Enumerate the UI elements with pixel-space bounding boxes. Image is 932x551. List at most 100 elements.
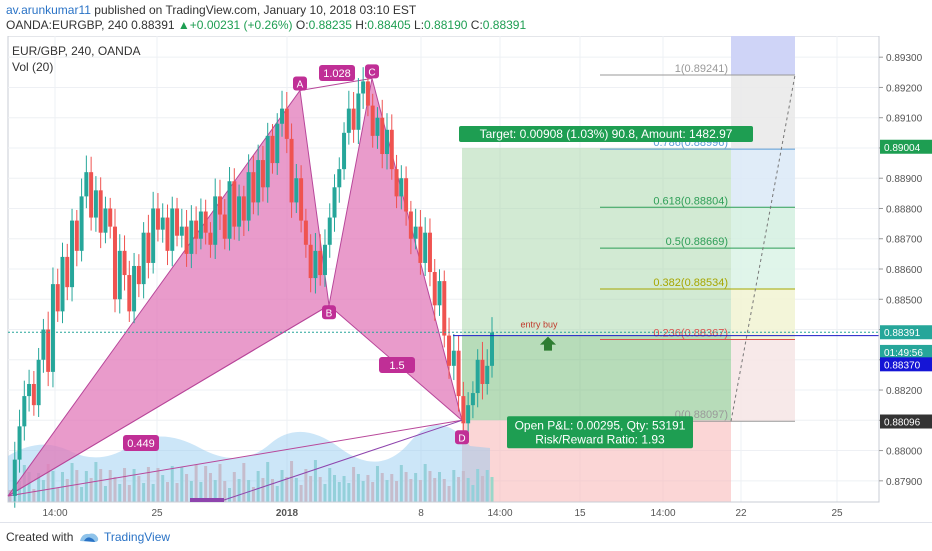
fib-band <box>731 36 795 76</box>
time-tick-label: 22 <box>735 508 747 519</box>
price-tick-label: 0.89300 <box>886 53 923 64</box>
volume-bar <box>266 462 270 502</box>
candle-body <box>237 196 242 227</box>
candle-body <box>103 208 108 233</box>
fib-band <box>731 248 795 289</box>
volume-bar <box>294 478 298 502</box>
price-tag <box>880 414 932 429</box>
candle-body <box>303 220 308 245</box>
candle-body <box>284 108 289 139</box>
low-value: 0.88190 <box>424 18 468 32</box>
time-tick-label: 14:00 <box>650 508 675 519</box>
volume-bar <box>99 469 103 502</box>
price-tag <box>880 139 932 154</box>
harmonic-ratio-label: 1.5 <box>389 360 404 372</box>
volume-bar <box>237 479 241 502</box>
candle-body <box>184 226 189 254</box>
volume-bar <box>232 472 236 502</box>
open-label: O: <box>295 18 309 32</box>
volume-bar <box>70 463 74 502</box>
volume-bar <box>318 477 322 502</box>
candle-body <box>456 350 461 397</box>
tradingview-brand[interactable]: TradingView <box>104 530 171 544</box>
chart-header: av.arunkumar11 published on TradingView.… <box>0 0 932 36</box>
ohlc-line: OANDA:EURGBP, 240 0.88391 ▲+0.00231 (+0.… <box>6 18 526 32</box>
volume-bars <box>8 460 494 502</box>
candle-body <box>60 256 65 312</box>
open-value: 0.88235 <box>308 18 352 32</box>
candle-body <box>356 93 361 130</box>
candle-body <box>160 217 165 230</box>
candle-body <box>213 196 218 245</box>
volume-bar <box>323 484 327 502</box>
candle-body <box>17 426 22 460</box>
volume-bar <box>333 475 337 502</box>
candle-body <box>189 220 194 254</box>
price-tag-label: 0.89004 <box>884 143 921 154</box>
candle-body <box>351 108 356 130</box>
candle-body <box>241 196 246 221</box>
volume-bar <box>409 479 413 502</box>
volume-bar <box>146 467 150 502</box>
candle-body <box>198 211 203 239</box>
volume-bar <box>180 467 184 502</box>
volume-bar <box>137 476 141 502</box>
volume-bar <box>328 468 332 502</box>
high-value: 0.88405 <box>367 18 411 32</box>
candle-body <box>365 81 370 106</box>
volume-bar <box>347 483 351 502</box>
fib-band <box>731 207 795 249</box>
fib-level-label: 0.236(0.88367) <box>653 328 728 340</box>
candle-body <box>227 181 232 239</box>
volume-bar <box>156 468 160 502</box>
tradingview-logo-icon[interactable] <box>78 529 100 545</box>
volume-bar <box>270 479 274 502</box>
candle-body <box>22 396 27 427</box>
candle-body <box>380 117 385 155</box>
candle-body <box>437 281 442 306</box>
close-label: C: <box>470 18 483 32</box>
volume-bar <box>285 477 289 502</box>
candle-body <box>27 383 32 397</box>
volume-bar <box>476 469 480 502</box>
price-chart[interactable]: 1(0.89241)0.786(0.88996)0.618(0.88804)0.… <box>0 36 932 522</box>
volume-bar <box>480 476 484 502</box>
volume-bar <box>342 476 346 502</box>
time-tick-label: 14:00 <box>487 508 512 519</box>
candle-body <box>451 350 456 366</box>
high-label: H: <box>355 18 368 32</box>
volume-bar <box>471 485 475 502</box>
harmonic-point-marker <box>455 430 469 445</box>
volume-bar <box>51 471 55 502</box>
candle-body <box>74 220 79 251</box>
position-open-zone <box>462 335 731 421</box>
candle-body <box>41 329 46 360</box>
candle-body <box>222 214 227 239</box>
candle-body <box>423 232 428 263</box>
volume-bar <box>309 476 313 502</box>
volume-bar <box>56 488 60 502</box>
author-link[interactable]: av.arunkumar11 <box>6 3 91 17</box>
candle-body <box>141 232 146 285</box>
volume-bar <box>27 472 31 502</box>
price-tag <box>880 357 932 372</box>
price-tag-label: 0.88370 <box>884 360 921 371</box>
candle-body <box>385 129 390 155</box>
volume-bar <box>304 469 308 502</box>
volume-bar <box>366 475 370 502</box>
price-tick-label: 0.88900 <box>886 174 923 185</box>
volume-bar <box>103 486 107 502</box>
volume-bar <box>218 464 222 502</box>
candle-body <box>55 284 60 312</box>
candle-body <box>93 190 98 218</box>
price-tick-label: 0.88700 <box>886 235 923 246</box>
volume-bar <box>247 480 251 502</box>
volume-bar <box>337 482 341 502</box>
volume-bar <box>251 487 255 502</box>
candle-body <box>461 396 466 424</box>
volume-bar <box>194 465 198 502</box>
harmonic-xb-line <box>7 304 330 497</box>
pnl-label: Open P&L: 0.00295, Qty: 53191 <box>515 418 686 432</box>
volume-bar <box>414 473 418 502</box>
publish-line: av.arunkumar11 published on TradingView.… <box>6 3 416 17</box>
